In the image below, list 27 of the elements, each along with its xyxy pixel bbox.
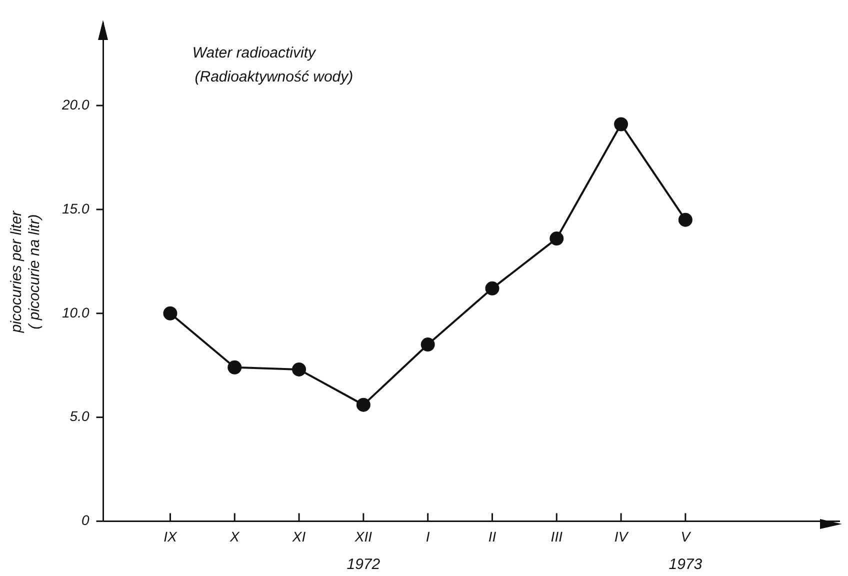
y-tick-label: 5.0 [70, 408, 90, 424]
y-tick-label: 0 [81, 512, 90, 528]
point [420, 338, 435, 352]
text: Water radioactivity (Radioaktywność wody) [192, 44, 354, 86]
x-tick-label: XII [354, 528, 372, 544]
text: 1972 [346, 556, 381, 573]
x-tick-label: III [550, 528, 563, 544]
x-tick-label: II [488, 528, 496, 544]
y-axis-title: picocuries per liter ( picocurie na litr) [8, 210, 44, 334]
point [228, 360, 242, 374]
x-tick-label: IX [164, 528, 178, 544]
y-tick-label: 10.0 [62, 304, 90, 320]
point [614, 117, 628, 132]
y-tick-label: 15.0 [62, 200, 90, 216]
point [292, 362, 306, 376]
y-tick-label: 20.0 [61, 96, 90, 112]
x-tick-label: V [680, 528, 692, 544]
x-tick-label: X [228, 528, 240, 544]
x-tick-label: I [426, 528, 430, 544]
point [678, 212, 692, 227]
point [356, 398, 370, 412]
x-tick-label: XI [291, 528, 306, 544]
point [550, 232, 564, 246]
point [485, 281, 500, 296]
text: 1973 [668, 556, 703, 573]
point [163, 306, 178, 320]
x-tick-label: IV [614, 528, 630, 544]
